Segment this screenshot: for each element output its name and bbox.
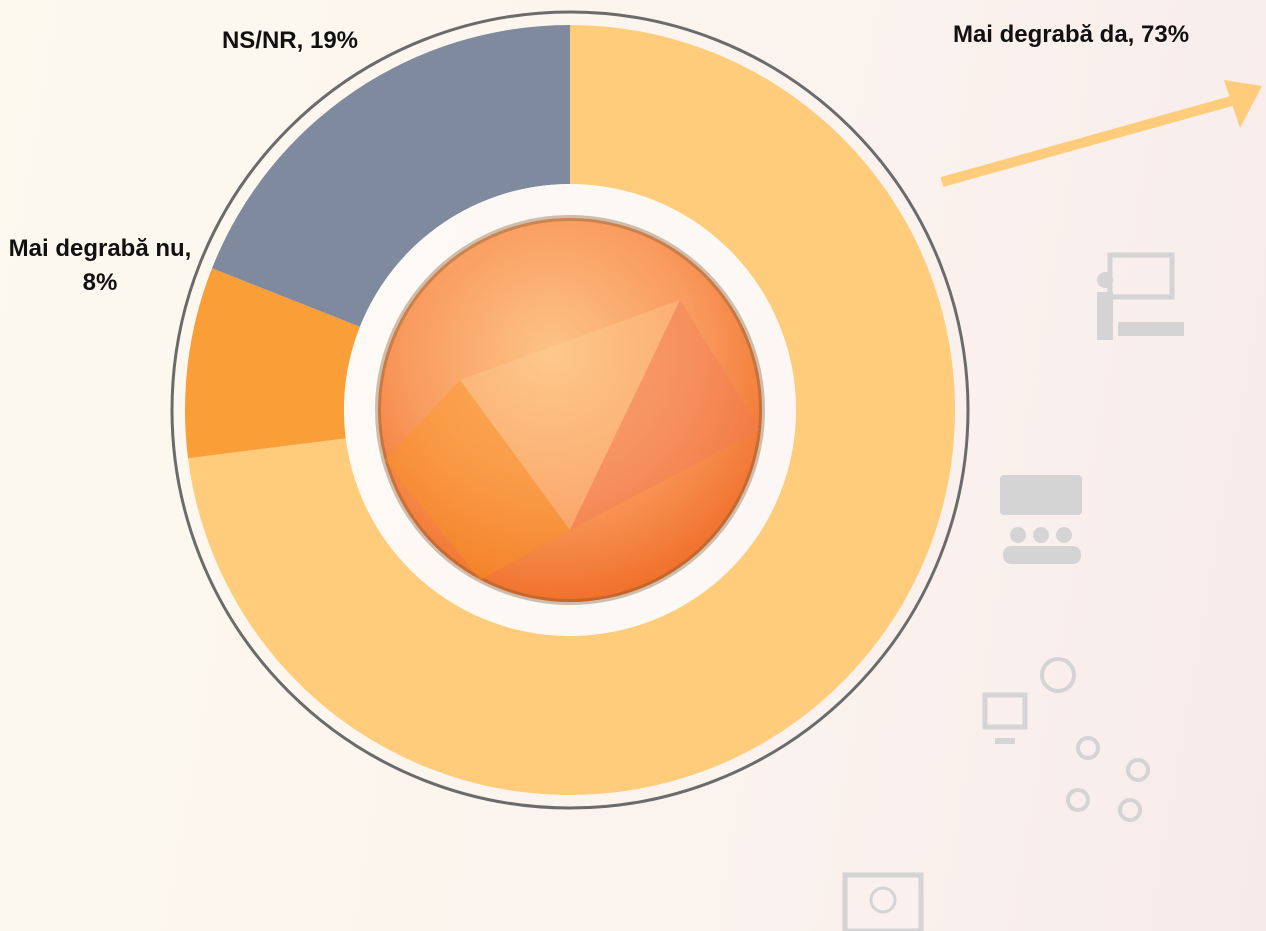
page: Mai degrabă da, 73% Mai degrabă nu, 8% N… [0,0,1266,931]
chart [0,0,1266,931]
data-label: Mai degrabă nu, 8% [0,232,200,300]
arrow [942,100,1235,182]
data-label: NS/NR, 19% [170,24,410,58]
data-label: Mai degrabă da, 73% [926,18,1216,52]
